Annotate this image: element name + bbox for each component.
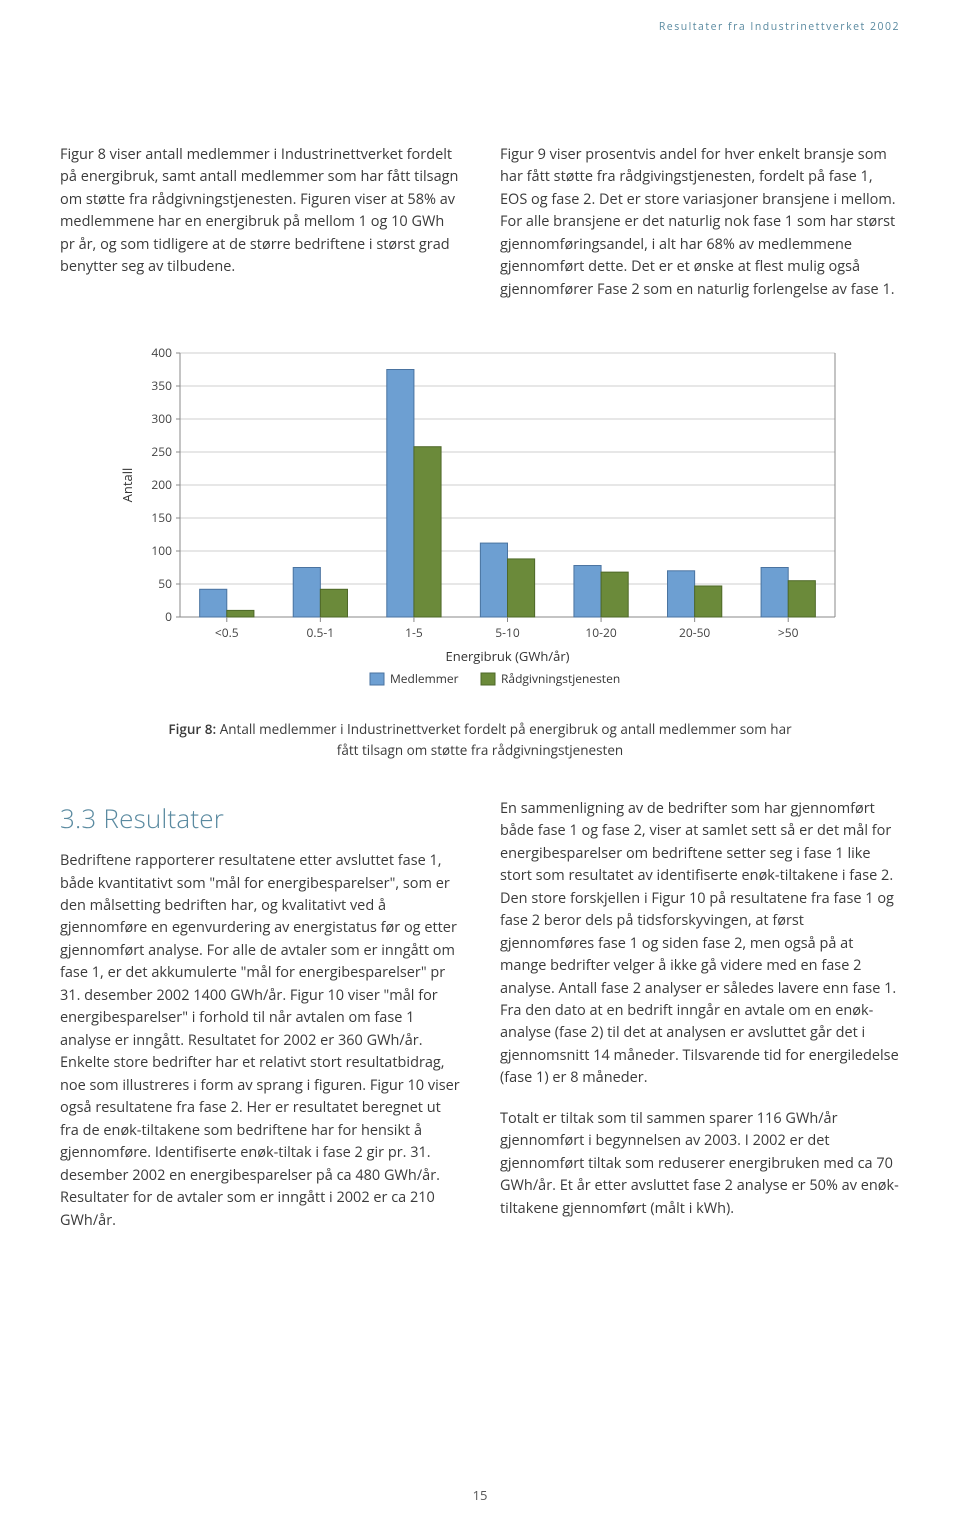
chart-caption-prefix: Figur 8:	[168, 720, 219, 738]
svg-text:5-10: 5-10	[495, 624, 520, 641]
svg-text:200: 200	[151, 476, 172, 493]
svg-text:250: 250	[151, 443, 172, 460]
svg-text:400: 400	[151, 344, 172, 361]
svg-text:<0.5: <0.5	[215, 624, 239, 641]
svg-text:Rådgivningstjenesten: Rådgivningstjenesten	[501, 670, 620, 687]
chart-figure-8: 0 50 100 150 200 250 300 350 400 <0.5 0.5-1 1-5 5-10…	[110, 341, 850, 701]
intro-columns: Figur 8 viser antall medlemmer i Industr…	[60, 144, 900, 301]
svg-text:20-50: 20-50	[679, 624, 710, 641]
section-heading: 3.3 Resultater	[60, 798, 460, 838]
svg-text:300: 300	[151, 410, 172, 427]
svg-text:100: 100	[151, 542, 172, 559]
section-left-text: Bedriftene rapporterer resultatene etter…	[60, 850, 460, 1232]
svg-text:Medlemmer: Medlemmer	[390, 670, 459, 687]
chart-caption: Figur 8: Antall medlemmer i Industrinett…	[160, 719, 800, 760]
svg-text:Energibruk (GWh/år): Energibruk (GWh/år)	[446, 647, 570, 665]
svg-text:150: 150	[151, 509, 172, 526]
bar-chart-svg: 0 50 100 150 200 250 300 350 400 <0.5 0.5-1 1-5 5-10…	[110, 341, 850, 701]
svg-text:350: 350	[151, 377, 172, 394]
section-columns: 3.3 Resultater Bedriftene rapporterer re…	[60, 798, 900, 1232]
svg-text:0.5-1: 0.5-1	[307, 624, 335, 641]
section-left-col: 3.3 Resultater Bedriftene rapporterer re…	[60, 798, 460, 1232]
running-header: Resultater fra Industrinettverket 2002	[60, 20, 900, 34]
svg-text:50: 50	[158, 575, 172, 592]
chart-caption-text: Antall medlemmer i Industrinettverket fo…	[220, 720, 792, 758]
section-right-p1: En sammenligning av de bedrifter som har…	[500, 798, 900, 1090]
svg-text:10-20: 10-20	[585, 624, 616, 641]
svg-text:1-5: 1-5	[405, 624, 423, 641]
intro-right: Figur 9 viser prosentvis andel for hver …	[500, 144, 900, 301]
svg-text:0: 0	[165, 608, 172, 625]
page-number: 15	[0, 1486, 960, 1504]
svg-text:>50: >50	[778, 624, 799, 641]
svg-text:Antall: Antall	[118, 468, 136, 503]
intro-left: Figur 8 viser antall medlemmer i Industr…	[60, 144, 460, 301]
section-right-col: En sammenligning av de bedrifter som har…	[500, 798, 900, 1232]
section-right-p2: Totalt er tiltak som til sammen sparer 1…	[500, 1108, 900, 1220]
